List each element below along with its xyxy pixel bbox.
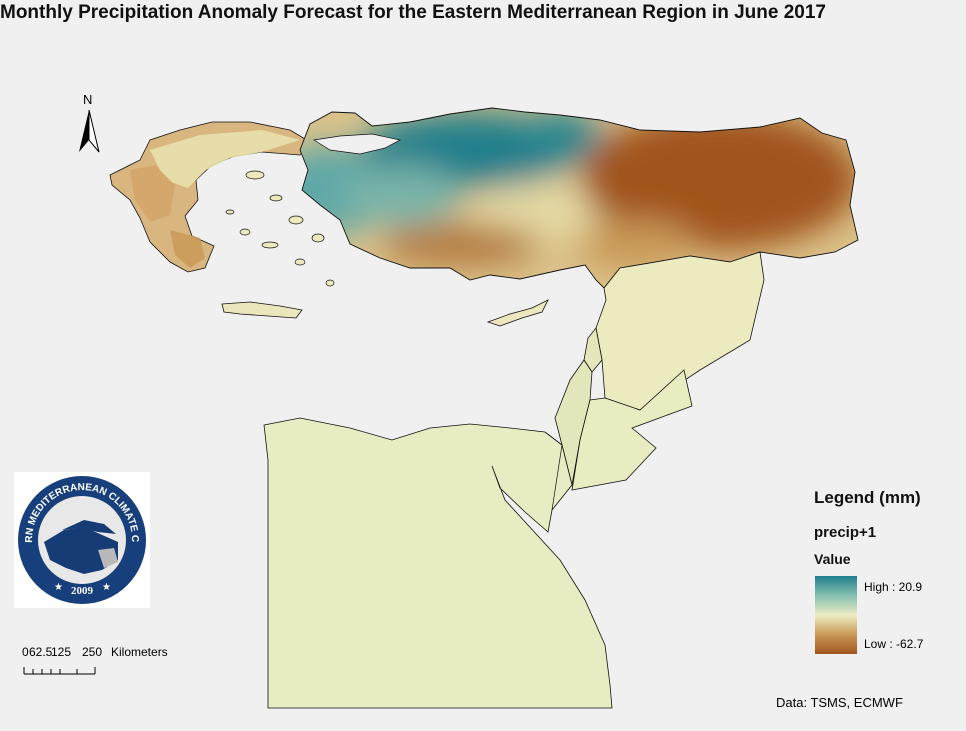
data-source: Data: TSMS, ECMWF — [776, 695, 903, 710]
scale-unit: Kilometers — [111, 645, 168, 659]
scale-tick-0: 0 — [22, 645, 29, 659]
scale-tick-62-5: 62.5 — [29, 645, 53, 659]
cyprus — [486, 299, 549, 327]
map-title: Monthly Precipitation Anomaly Forecast f… — [0, 2, 826, 23]
scale-tick-125: 125 — [51, 645, 72, 659]
legend-title: Legend (mm) — [814, 488, 921, 507]
legend-high-label: High : 20.9 — [864, 580, 923, 594]
logo-star-right: ★ — [102, 582, 111, 593]
legend-low-label: Low : -62.7 — [864, 637, 924, 651]
logo-year: 2009 — [71, 585, 94, 597]
scale-tick-250: 250 — [82, 645, 103, 659]
sinai-border — [544, 431, 563, 511]
legend-color-ramp — [815, 576, 857, 654]
north-arrow: N — [74, 92, 104, 156]
legend-layer-name: precip+1 — [814, 524, 877, 541]
logo-star-left: ★ — [54, 582, 63, 593]
emcc-logo: EASTERN MEDITERRANEAN CLIMATE CENTRE 200… — [10, 464, 150, 608]
scale-bar: 0 62.5 125 250 Kilometers — [22, 645, 262, 681]
aegean-islands — [225, 170, 335, 287]
scale-bar-graphic — [23, 667, 96, 675]
legend-field-name: Value — [814, 551, 851, 567]
crete — [221, 301, 303, 319]
emcc-logo-icon: EASTERN MEDITERRANEAN CLIMATE CENTRE 200… — [10, 464, 146, 604]
jordan-region — [571, 369, 693, 491]
north-label: N — [83, 92, 93, 107]
turkey-region — [299, 107, 859, 289]
egypt-region — [263, 417, 613, 709]
legend: Legend (mm) precip+1 Value High : 20.9 L… — [810, 488, 960, 658]
north-arrow-icon — [79, 109, 100, 153]
greece-region — [109, 121, 311, 273]
